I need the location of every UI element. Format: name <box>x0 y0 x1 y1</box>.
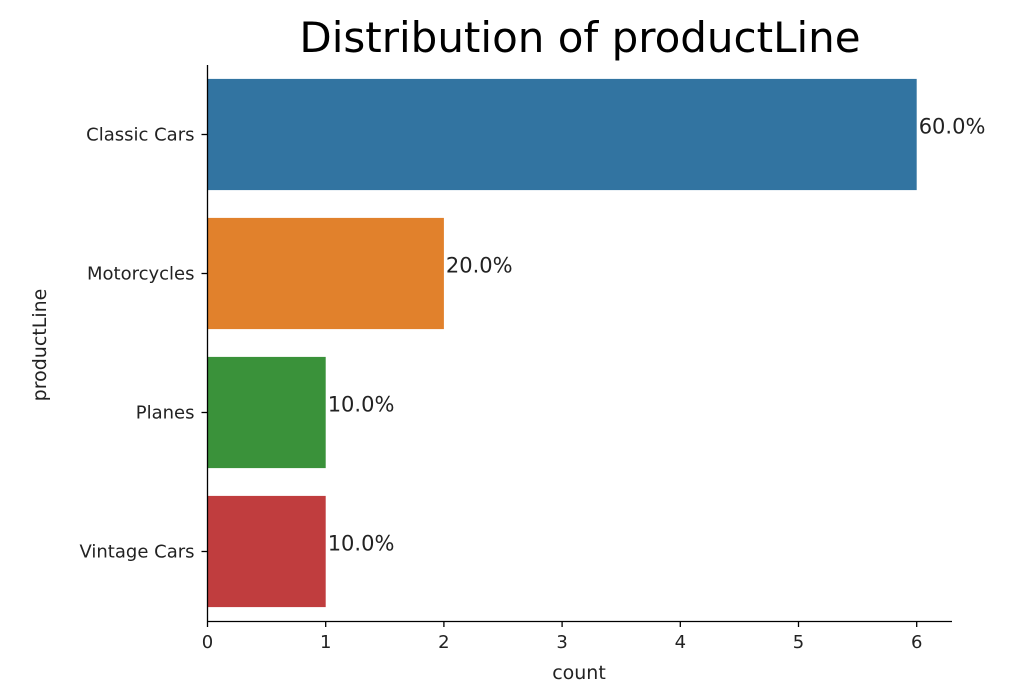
data-labels: 60.0% 20.0% 10.0% 10.0% <box>328 115 986 556</box>
bar-classic-cars <box>207 78 917 191</box>
x-tick-label: 1 <box>320 632 331 653</box>
x-axis-label: count <box>552 662 606 684</box>
data-label-classic-cars: 60.0% <box>919 115 986 139</box>
x-tick-label: 3 <box>556 632 567 653</box>
y-tick-label-planes: Planes <box>136 403 195 424</box>
x-tick-label: 2 <box>438 632 449 653</box>
y-tick-label-vintage-cars: Vintage Cars <box>79 542 194 563</box>
y-tick-label-motorcycles: Motorcycles <box>87 264 195 285</box>
x-tick-label: 5 <box>793 632 804 653</box>
bar-motorcycles <box>207 217 444 330</box>
x-tick-label: 0 <box>202 632 213 653</box>
x-tick-label: 6 <box>911 632 922 653</box>
y-axis-ticks: Classic Cars Motorcycles Planes Vintage Car… <box>79 125 208 563</box>
chart-title: Distribution of productLine <box>299 13 860 62</box>
y-tick-label-classic-cars: Classic Cars <box>86 125 194 146</box>
bars <box>207 78 917 608</box>
y-axis-label: productLine <box>29 289 51 402</box>
data-label-planes: 10.0% <box>328 393 395 417</box>
bar-planes <box>207 356 326 469</box>
data-label-motorcycles: 20.0% <box>446 254 513 278</box>
data-label-vintage-cars: 10.0% <box>328 532 395 556</box>
bar-vintage-cars <box>207 495 326 608</box>
x-tick-label: 4 <box>675 632 686 653</box>
x-axis-ticks: 0 1 2 3 4 5 6 <box>202 621 922 653</box>
